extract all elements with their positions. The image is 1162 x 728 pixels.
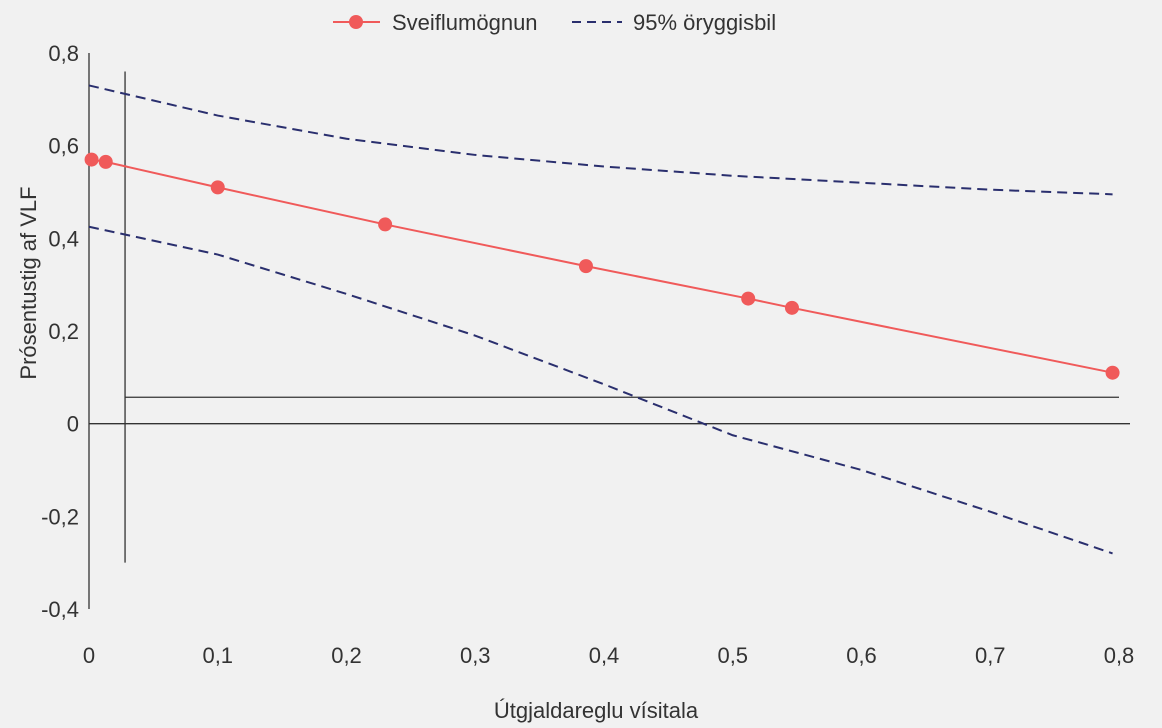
legend: Sveiflumögnun 95% öryggisbil bbox=[333, 10, 776, 35]
x-tick-label: 0,2 bbox=[331, 643, 362, 668]
data-point bbox=[84, 152, 99, 167]
y-tick-label: 0 bbox=[67, 412, 79, 437]
x-tick-label: 0,5 bbox=[717, 643, 748, 668]
confidence-upper-line bbox=[88, 84, 1113, 196]
plot-area: -0,4 -0,2 0 0,2 0,4 0,6 0,8 0 0,1 0,2 0,3 0,4 0,5 0,6… bbox=[41, 41, 1134, 668]
x-tick-label: 0,8 bbox=[1104, 643, 1135, 668]
x-tick-label: 0,1 bbox=[202, 643, 233, 668]
y-tick-label: 0,8 bbox=[48, 41, 79, 66]
x-tick-label: 0,3 bbox=[460, 643, 491, 668]
y-axis-title: Prósentustig af VLF bbox=[16, 186, 41, 379]
data-point bbox=[98, 154, 113, 169]
y-tick-label: -0,2 bbox=[41, 504, 79, 529]
x-tick-label: 0,7 bbox=[975, 643, 1006, 668]
data-point bbox=[210, 180, 225, 195]
x-tick-label: 0,6 bbox=[846, 643, 877, 668]
y-tick-label: 0,6 bbox=[48, 134, 79, 159]
x-axis-title: Útgjaldareglu vísitala bbox=[494, 698, 699, 723]
data-point bbox=[784, 300, 799, 315]
y-tick-label: -0,4 bbox=[41, 597, 79, 622]
y-tick-label: 0,4 bbox=[48, 226, 79, 251]
x-tick-label: 0 bbox=[83, 643, 95, 668]
legend-label-sveiflumognun: Sveiflumögnun bbox=[392, 10, 538, 35]
data-point bbox=[1105, 365, 1120, 380]
series-line-sveiflumognun bbox=[91, 158, 1113, 374]
x-tick-label: 0,4 bbox=[589, 643, 620, 668]
legend-label-oryggisbil: 95% öryggisbil bbox=[633, 10, 776, 35]
y-tick-label: 0,2 bbox=[48, 319, 79, 344]
data-point bbox=[741, 291, 756, 306]
data-point bbox=[378, 217, 393, 232]
legend-marker-sveiflumognun bbox=[349, 15, 363, 29]
data-point bbox=[578, 259, 593, 274]
confidence-lower-line bbox=[88, 225, 1113, 555]
